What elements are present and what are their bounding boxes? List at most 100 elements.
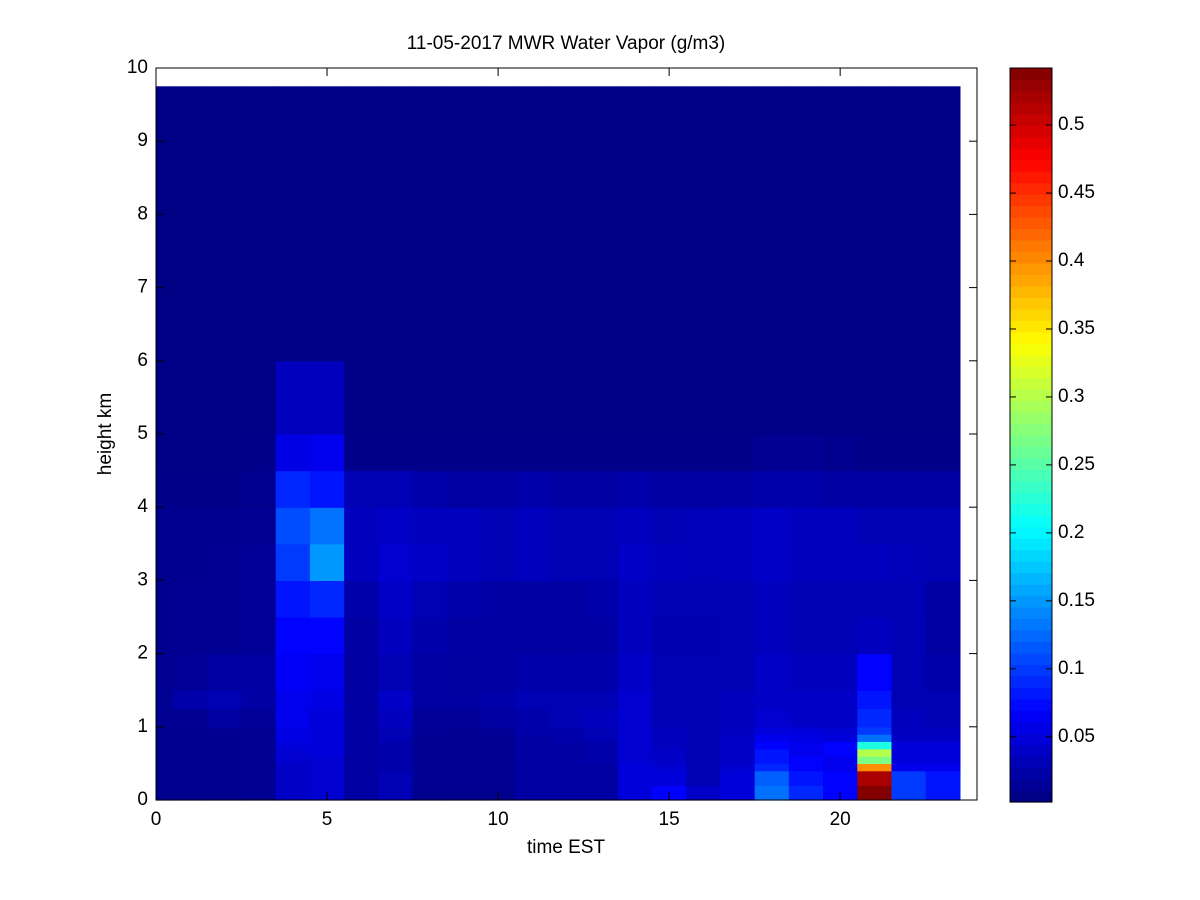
cell (891, 86, 927, 215)
cell (788, 785, 824, 801)
cell (275, 543, 311, 581)
cell (686, 763, 722, 772)
cell (549, 708, 585, 728)
cell (617, 748, 653, 757)
cell (857, 785, 893, 801)
cell (515, 726, 550, 735)
cell (583, 763, 619, 772)
cell (378, 785, 414, 801)
colorbar-swatch (1010, 285, 1052, 298)
cell (241, 708, 277, 728)
cell (156, 785, 174, 801)
cell (275, 741, 311, 750)
cell (720, 726, 756, 735)
colorbar-swatch (1010, 389, 1052, 402)
cell (788, 617, 824, 655)
cell (754, 708, 790, 728)
cell (754, 734, 790, 743)
colorbar-swatch (1010, 767, 1052, 780)
cell (891, 748, 927, 757)
colorbar-swatch (1010, 182, 1052, 195)
cell (823, 434, 858, 472)
cell (652, 434, 687, 472)
cell (857, 360, 893, 435)
cell (617, 507, 653, 545)
cell (754, 507, 790, 545)
cell (652, 507, 687, 545)
cell (480, 741, 516, 750)
colorbar-swatch (1010, 412, 1052, 425)
cell (378, 763, 414, 772)
cell (891, 653, 927, 691)
cell (173, 741, 208, 750)
cell (173, 434, 208, 472)
cell (515, 756, 550, 764)
cell (549, 734, 585, 743)
cell (344, 214, 379, 289)
cell (515, 741, 550, 750)
cell (686, 741, 722, 750)
cell (652, 741, 687, 750)
cell (207, 734, 243, 743)
cell (617, 785, 653, 801)
cell (446, 708, 482, 728)
cell (686, 287, 722, 362)
cell (549, 653, 585, 691)
cell (412, 507, 448, 545)
cell (583, 434, 619, 472)
cell (241, 434, 277, 472)
colorbar-swatch (1010, 629, 1052, 643)
colorbar-swatch (1010, 446, 1052, 459)
cell (857, 287, 893, 362)
colorbar-tick-label: 0.3 (1058, 386, 1084, 407)
cell (173, 543, 208, 581)
cell (515, 785, 550, 801)
cell (156, 756, 174, 764)
cell (412, 617, 448, 655)
colorbar-swatch (1010, 68, 1052, 81)
cell (241, 543, 277, 581)
colorbar-swatch (1010, 251, 1052, 264)
cell (173, 86, 208, 215)
cell (480, 360, 516, 435)
cell (309, 287, 345, 362)
colorbar-tick-label: 0.4 (1058, 250, 1085, 271)
cell (241, 360, 277, 435)
colorbar-swatch (1010, 515, 1052, 528)
cell (754, 287, 790, 362)
cell (686, 653, 722, 691)
colorbar-swatch (1010, 652, 1052, 665)
colorbar-swatch (1010, 125, 1052, 138)
cell (583, 86, 619, 215)
colorbar-swatch (1010, 320, 1052, 333)
cell (344, 617, 379, 655)
colorbar-swatch (1010, 148, 1052, 161)
cell (857, 86, 893, 215)
cell (720, 287, 756, 362)
cell (480, 86, 516, 215)
cell (617, 434, 653, 472)
cell (891, 543, 927, 581)
cell (925, 617, 961, 655)
cell (156, 653, 174, 691)
cell (720, 543, 756, 581)
cell (275, 86, 311, 215)
cell (652, 690, 687, 710)
cell (515, 734, 550, 743)
cell (412, 287, 448, 362)
colorbar-swatch (1010, 113, 1052, 126)
cell (156, 86, 174, 215)
cell (788, 470, 824, 508)
cell (344, 770, 379, 786)
cell (823, 470, 858, 508)
cell (754, 580, 790, 618)
cell (549, 748, 585, 757)
cell (549, 726, 585, 735)
cell (720, 86, 756, 215)
cell (754, 785, 790, 801)
cell (275, 507, 311, 545)
cell (891, 690, 927, 710)
colorbar-swatch (1010, 194, 1052, 207)
cell (173, 763, 208, 772)
cell (857, 770, 893, 786)
